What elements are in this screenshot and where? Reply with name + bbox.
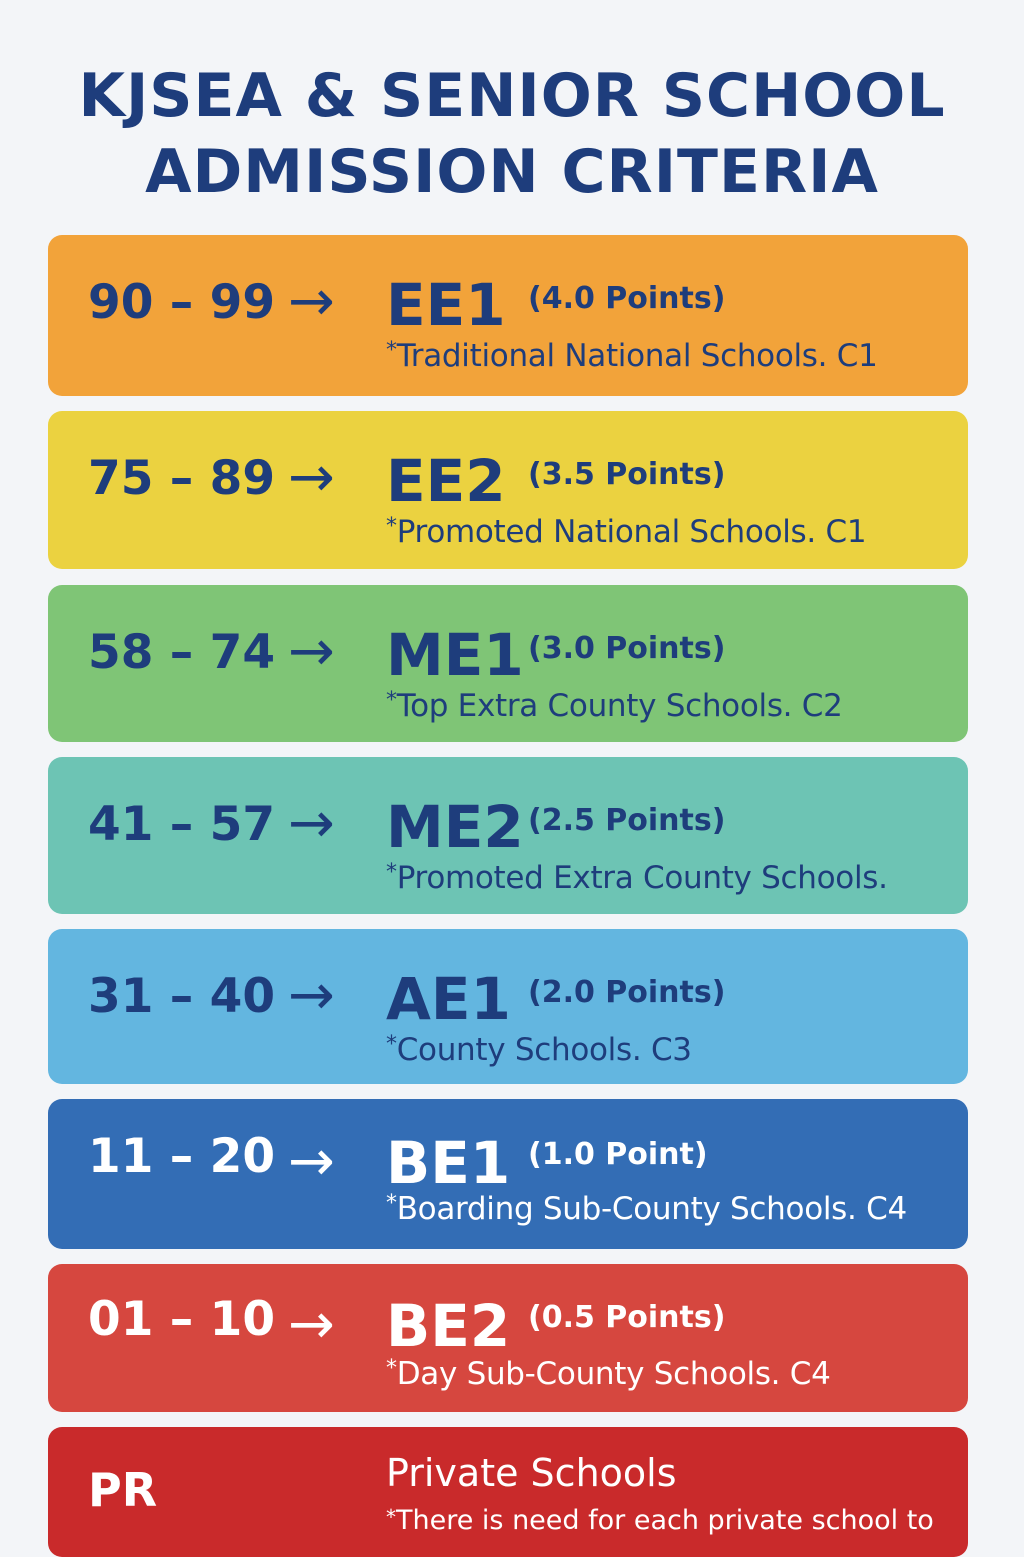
private-note-text: There is need for each private school to [396,1505,934,1536]
school-category-text: Promoted National Schools. C1 [396,514,867,550]
grade-card-ee2: 75 – 89 → EE2 (3.5 Points) *Promoted Nat… [48,411,968,569]
grade-code: ME2 [386,793,524,861]
school-category: *Day Sub-County Schools. C4 [386,1356,831,1392]
private-code: PR [88,1463,158,1517]
grade-points: (2.0 Points) [528,975,726,1010]
page-title: KJSEA & SENIOR SCHOOL ADMISSION CRITERIA [0,58,1024,210]
title-line-1: KJSEA & SENIOR SCHOOL [78,61,946,131]
school-category-text: Promoted Extra County Schools. [396,860,888,896]
grade-card-be1: 11 – 20 → BE1 (1.0 Point) *Boarding Sub-… [48,1099,968,1249]
school-category-text: County Schools. C3 [396,1032,692,1068]
grade-card-pr: PR Private Schools *There is need for ea… [48,1427,968,1557]
grade-card-me2: 41 – 57 → ME2 (2.5 Points) *Promoted Ext… [48,757,968,914]
grade-points: (1.0 Point) [528,1137,708,1172]
arrow-icon: → [288,269,335,334]
grade-points: (0.5 Points) [528,1300,726,1335]
asterisk: * [386,1191,397,1216]
grade-code: AE1 [386,965,511,1033]
arrow-icon: → [288,1129,335,1194]
school-category: *Promoted Extra County Schools. [386,860,888,896]
school-category: *Top Extra County Schools. C2 [386,688,843,724]
school-category-text: Traditional National Schools. C1 [396,338,878,374]
grade-code: EE1 [386,271,506,339]
grade-points: (3.5 Points) [528,457,726,492]
arrow-icon: → [288,445,335,510]
school-category: *Traditional National Schools. C1 [386,338,878,374]
title-line-2: ADMISSION CRITERIA [145,137,879,207]
asterisk: * [386,1032,397,1057]
grade-points: (2.5 Points) [528,803,726,838]
arrow-icon: → [288,791,335,856]
grade-code: ME1 [386,621,524,689]
private-title: Private Schools [386,1451,677,1495]
arrow-icon: → [288,619,335,684]
asterisk: * [386,338,397,363]
school-category-text: Day Sub-County Schools. C4 [396,1356,831,1392]
grade-card-ee1: 90 – 99 → EE1 (4.0 Points) *Traditional … [48,235,968,396]
score-range: 31 – 40 [88,969,276,1024]
asterisk: * [386,688,397,713]
score-range: 90 – 99 [88,275,276,330]
score-range: 58 – 74 [88,625,276,680]
school-category: *County Schools. C3 [386,1032,692,1068]
asterisk: * [386,860,397,885]
grade-card-be2: 01 – 10 → BE2 (0.5 Points) *Day Sub-Coun… [48,1264,968,1412]
school-category-text: Top Extra County Schools. C2 [396,688,843,724]
grade-code: EE2 [386,447,506,515]
asterisk: * [386,1356,397,1381]
grade-card-ae1: 31 – 40 → AE1 (2.0 Points) *County Schoo… [48,929,968,1084]
grade-code: BE1 [386,1129,511,1197]
private-note: *There is need for each private school t… [386,1505,934,1536]
score-range: 11 – 20 [88,1129,276,1184]
arrow-icon: → [288,963,335,1028]
grade-code: BE2 [386,1292,511,1360]
arrow-icon: → [288,1292,335,1357]
asterisk: * [386,1505,396,1529]
score-range: 75 – 89 [88,451,276,506]
school-category: *Promoted National Schools. C1 [386,514,867,550]
score-range: 01 – 10 [88,1292,276,1347]
asterisk: * [386,514,397,539]
score-range: 41 – 57 [88,797,276,852]
grade-points: (4.0 Points) [528,281,726,316]
school-category-text: Boarding Sub-County Schools. C4 [396,1191,908,1227]
grade-card-me1: 58 – 74 → ME1 (3.0 Points) *Top Extra Co… [48,585,968,742]
school-category: *Boarding Sub-County Schools. C4 [386,1191,907,1227]
grade-points: (3.0 Points) [528,631,726,666]
